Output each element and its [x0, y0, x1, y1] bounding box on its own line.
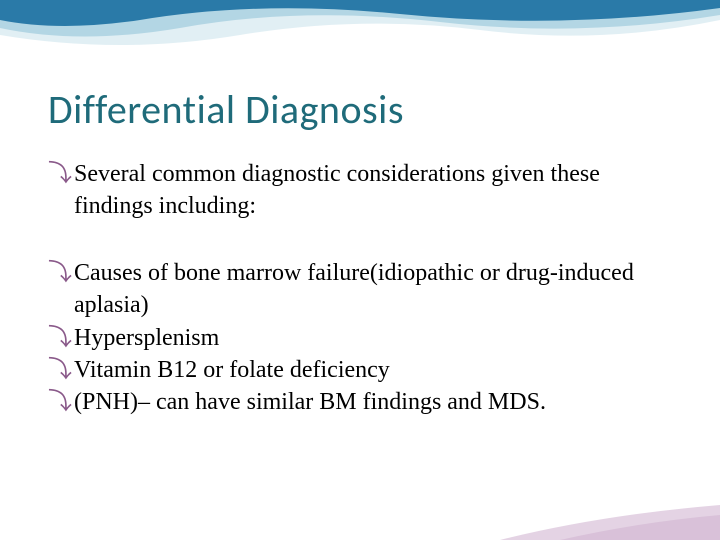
wave-layer-main	[0, 0, 720, 26]
bullet-spacer	[48, 223, 672, 257]
bullet-text: Several common diagnostic considerations…	[74, 158, 672, 223]
bullet-text: Vitamin B12 or folate deficiency	[74, 354, 390, 386]
bullet-list: ⤵Several common diagnostic consideration…	[48, 158, 672, 419]
bullet-item: ⤵Hypersplenism	[48, 322, 672, 354]
bullet-item: ⤵Causes of bone marrow failure(idiopathi…	[48, 257, 672, 322]
bullet-marker-icon: ⤵	[48, 257, 72, 289]
wave-layer-light	[0, 0, 720, 37]
bullet-marker-icon: ⤵	[48, 354, 72, 386]
slide-content: Differential Diagnosis ⤵Several common d…	[48, 85, 672, 419]
top-wave-decoration	[0, 0, 720, 90]
bullet-marker-icon: ⤵	[48, 386, 72, 418]
bottom-accent-decoration	[0, 480, 720, 540]
bottom-accent-shape-2	[560, 515, 720, 540]
bullet-marker-icon: ⤵	[48, 322, 72, 354]
slide-title: Differential Diagnosis	[48, 85, 672, 134]
bullet-item: ⤵Several common diagnostic consideration…	[48, 158, 672, 223]
bullet-marker-icon: ⤵	[48, 158, 72, 190]
bullet-item: ⤵(PNH)– can have similar BM findings and…	[48, 386, 672, 418]
bullet-text: (PNH)– can have similar BM findings and …	[74, 386, 546, 418]
bullet-text: Hypersplenism	[74, 322, 219, 354]
bottom-accent-shape	[500, 505, 720, 540]
bullet-text: Causes of bone marrow failure(idiopathic…	[74, 257, 672, 322]
bullet-item: ⤵Vitamin B12 or folate deficiency	[48, 354, 672, 386]
wave-layer-lighter	[0, 0, 720, 45]
